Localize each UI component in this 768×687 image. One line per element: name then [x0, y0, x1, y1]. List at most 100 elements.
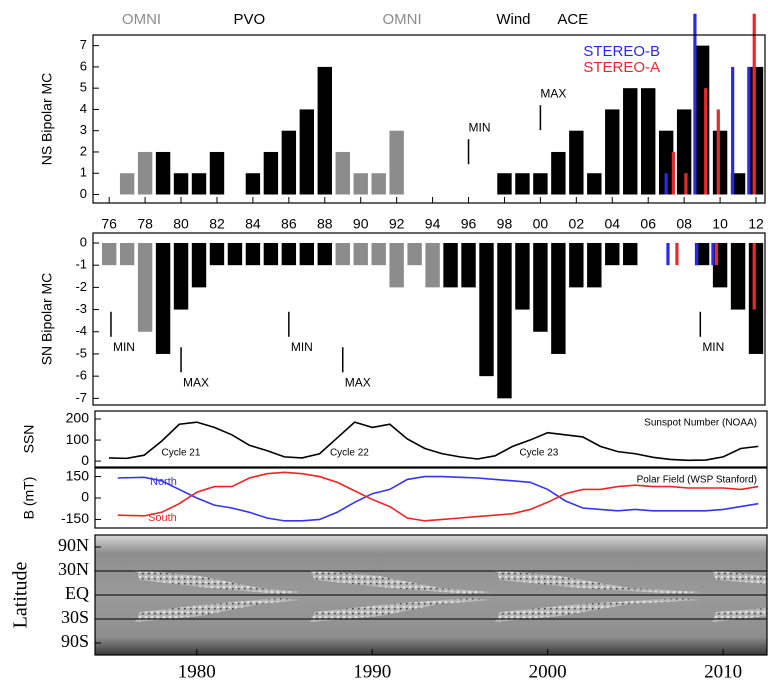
bar [155, 151, 171, 195]
x-tick-label: 06 [640, 216, 656, 232]
bar [623, 88, 638, 195]
bar [119, 242, 135, 266]
x-tick-label: 76 [101, 216, 117, 232]
bar [551, 242, 566, 354]
y-axis-label: Latitude [10, 562, 32, 629]
x-tick-label: 02 [569, 216, 585, 232]
marker-label: MIN [469, 120, 491, 134]
bar [533, 173, 548, 195]
thin-bar [671, 151, 675, 195]
bar [209, 151, 225, 195]
y-tick-label: -6 [75, 368, 87, 383]
thin-bar [666, 242, 670, 266]
marker-label: MIN [291, 340, 313, 354]
y-tick-label: 200 [66, 410, 90, 426]
x-tick-label: 2000 [529, 661, 567, 682]
bar [497, 242, 512, 399]
bar [605, 242, 620, 266]
bar [569, 130, 584, 195]
bar [101, 242, 117, 266]
bar [137, 242, 153, 332]
bar [263, 151, 279, 195]
bar [317, 242, 332, 266]
x-tick-label: 80 [173, 216, 189, 232]
x-tick-label: 2010 [704, 661, 742, 682]
series-label: North [150, 476, 177, 488]
bar [191, 242, 207, 288]
bar [137, 151, 153, 195]
y-tick-label: -3 [75, 301, 87, 316]
bar [443, 242, 458, 288]
y-tick-label: 90S [61, 631, 89, 651]
wing [135, 598, 300, 622]
y-tick-label: 4 [80, 101, 87, 116]
bar [407, 242, 422, 266]
bar [299, 109, 315, 195]
data-line [117, 471, 759, 522]
marker-label: MIN [702, 340, 724, 354]
bar [263, 242, 279, 266]
bar [281, 242, 297, 266]
thin-bar [731, 66, 735, 195]
annotation: Cycle 21 [162, 448, 201, 459]
mission-label: OMNI [122, 11, 161, 28]
thin-bar [716, 109, 720, 195]
x-tick-label: 82 [209, 216, 225, 232]
mission-label: Wind [496, 11, 530, 28]
bar [371, 173, 386, 195]
y-tick-label: 0 [81, 489, 89, 505]
bar [245, 242, 261, 266]
bar [461, 242, 476, 288]
bar [748, 66, 764, 195]
thin-bar [695, 242, 699, 266]
butterfly-wings [135, 570, 767, 622]
bar [353, 173, 368, 195]
y-tick-label: -2 [75, 279, 87, 294]
x-tick-label: 96 [461, 216, 477, 232]
bar [605, 109, 620, 195]
bar [748, 242, 764, 354]
panel-note: Sunspot Number (NOAA) [644, 418, 757, 429]
y-tick-label: -1 [75, 257, 87, 272]
y-tick-label: 7 [80, 37, 87, 52]
thin-bar [711, 242, 715, 266]
bar [497, 173, 512, 195]
bar [587, 242, 602, 288]
bar [317, 66, 332, 195]
y-tick-label: -7 [75, 390, 87, 405]
panel-frame [94, 534, 768, 656]
bar [371, 242, 386, 266]
legend-label: STEREO-A [583, 59, 660, 76]
thin-bar [675, 242, 679, 266]
x-tick-label: 00 [533, 216, 549, 232]
bar [587, 173, 602, 195]
bar [155, 242, 171, 354]
bar [335, 151, 350, 195]
bar [173, 242, 189, 310]
bar [730, 173, 746, 195]
marker-label: MAX [345, 375, 371, 389]
panel-frame [94, 467, 768, 529]
y-tick-label: 150 [66, 467, 90, 483]
x-tick-label: 10 [712, 216, 728, 232]
x-tick-label: 90 [353, 216, 369, 232]
y-tick-label: 2 [80, 143, 87, 158]
mission-label: ACE [557, 11, 588, 28]
wing [495, 598, 700, 622]
y-tick-label: 0 [80, 186, 87, 201]
bar [119, 173, 135, 195]
y-tick-label: -4 [75, 323, 87, 338]
bar [694, 242, 710, 266]
bar [641, 88, 656, 195]
bar [335, 242, 350, 266]
bar [209, 242, 225, 266]
bar [245, 173, 261, 195]
bar [730, 242, 746, 310]
y-tick-label: 0 [81, 452, 89, 468]
wing [310, 570, 490, 594]
data-line [117, 475, 759, 522]
x-tick-label: 84 [245, 216, 261, 232]
bar [389, 242, 404, 288]
series-label: South [148, 512, 177, 524]
panel-frame [92, 34, 766, 204]
